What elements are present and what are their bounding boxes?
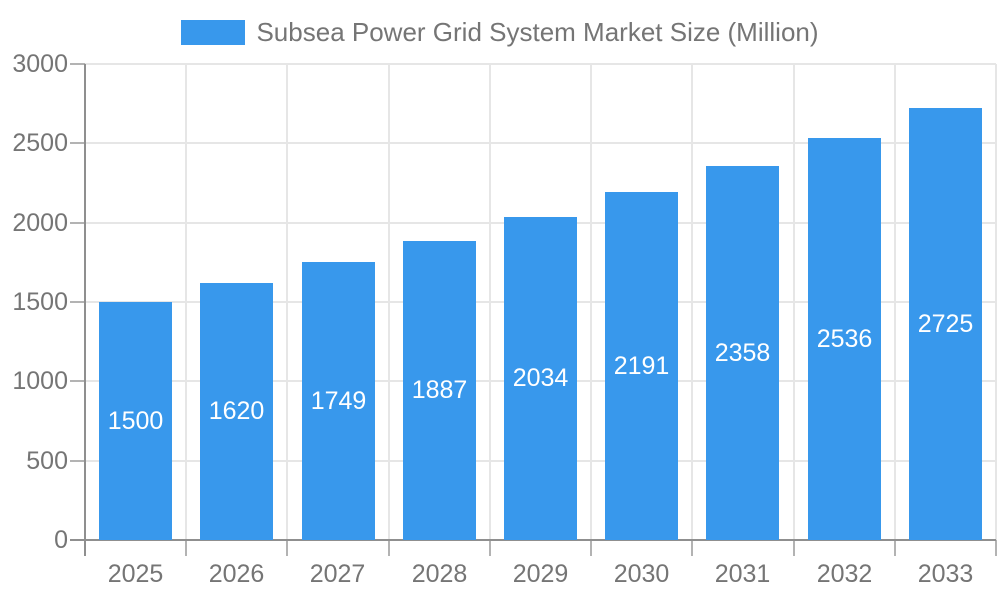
x-axis-label: 2028 (411, 560, 468, 588)
bar-value-label: 2725 (917, 309, 974, 338)
y-axis-label: 3000 (12, 50, 68, 78)
y-tick-mark (70, 460, 85, 462)
h-gridline (85, 63, 996, 65)
y-tick-mark (70, 142, 85, 144)
v-gridline (388, 64, 390, 540)
v-gridline (995, 64, 997, 540)
v-gridline (286, 64, 288, 540)
x-tick-mark (489, 540, 491, 556)
x-axis-label: 2032 (816, 560, 873, 588)
x-axis-label: 2025 (107, 560, 164, 588)
x-axis-label: 2030 (613, 560, 670, 588)
bar-value-label: 2191 (613, 351, 670, 380)
y-tick-mark (70, 222, 85, 224)
y-tick-mark (70, 301, 85, 303)
bar[interactable]: 2034 (504, 217, 577, 540)
bar[interactable]: 1887 (403, 241, 476, 540)
x-axis-label: 2026 (208, 560, 265, 588)
y-tick-mark (70, 63, 85, 65)
x-tick-mark (691, 540, 693, 556)
y-axis-label: 500 (26, 447, 68, 475)
x-axis-label: 2029 (512, 560, 569, 588)
x-tick-mark (185, 540, 187, 556)
bar[interactable]: 2725 (909, 108, 982, 540)
v-gridline (894, 64, 896, 540)
bar[interactable]: 1500 (99, 302, 172, 540)
bar-value-label: 2536 (816, 324, 873, 353)
x-axis-line (70, 539, 996, 541)
bar-value-label: 1749 (310, 386, 367, 415)
x-tick-mark (286, 540, 288, 556)
v-gridline (489, 64, 491, 540)
y-axis-label: 0 (54, 526, 68, 554)
v-gridline (185, 64, 187, 540)
v-gridline (691, 64, 693, 540)
v-gridline (793, 64, 795, 540)
y-tick-mark (70, 380, 85, 382)
v-gridline (590, 64, 592, 540)
x-tick-mark (793, 540, 795, 556)
x-axis-label: 2027 (309, 560, 366, 588)
chart-legend[interactable]: Subsea Power Grid System Market Size (Mi… (0, 17, 1000, 47)
bar-value-label: 1500 (107, 406, 164, 435)
y-axis-label: 1000 (12, 367, 68, 395)
bar[interactable]: 2358 (706, 166, 779, 540)
bar-value-label: 1887 (411, 376, 468, 404)
legend-label: Subsea Power Grid System Market Size (Mi… (256, 16, 819, 47)
y-axis-label: 2500 (12, 129, 68, 157)
h-gridline (85, 142, 996, 144)
bar-value-label: 2034 (512, 364, 569, 392)
legend-swatch-icon (181, 19, 246, 45)
bar-value-label: 2358 (714, 338, 771, 367)
x-axis-label: 2033 (917, 560, 974, 588)
y-axis-label: 2000 (12, 209, 68, 237)
bar[interactable]: 1620 (200, 283, 273, 540)
x-tick-mark (590, 540, 592, 556)
x-tick-mark (995, 540, 997, 556)
x-tick-mark (388, 540, 390, 556)
bar-value-label: 1620 (208, 397, 265, 425)
y-axis-line (84, 64, 86, 556)
x-axis-label: 2031 (714, 560, 771, 588)
bar[interactable]: 2536 (808, 138, 881, 540)
bar[interactable]: 2191 (605, 192, 678, 540)
bar[interactable]: 1749 (302, 262, 375, 540)
x-tick-mark (894, 540, 896, 556)
y-axis-label: 1500 (12, 288, 68, 316)
